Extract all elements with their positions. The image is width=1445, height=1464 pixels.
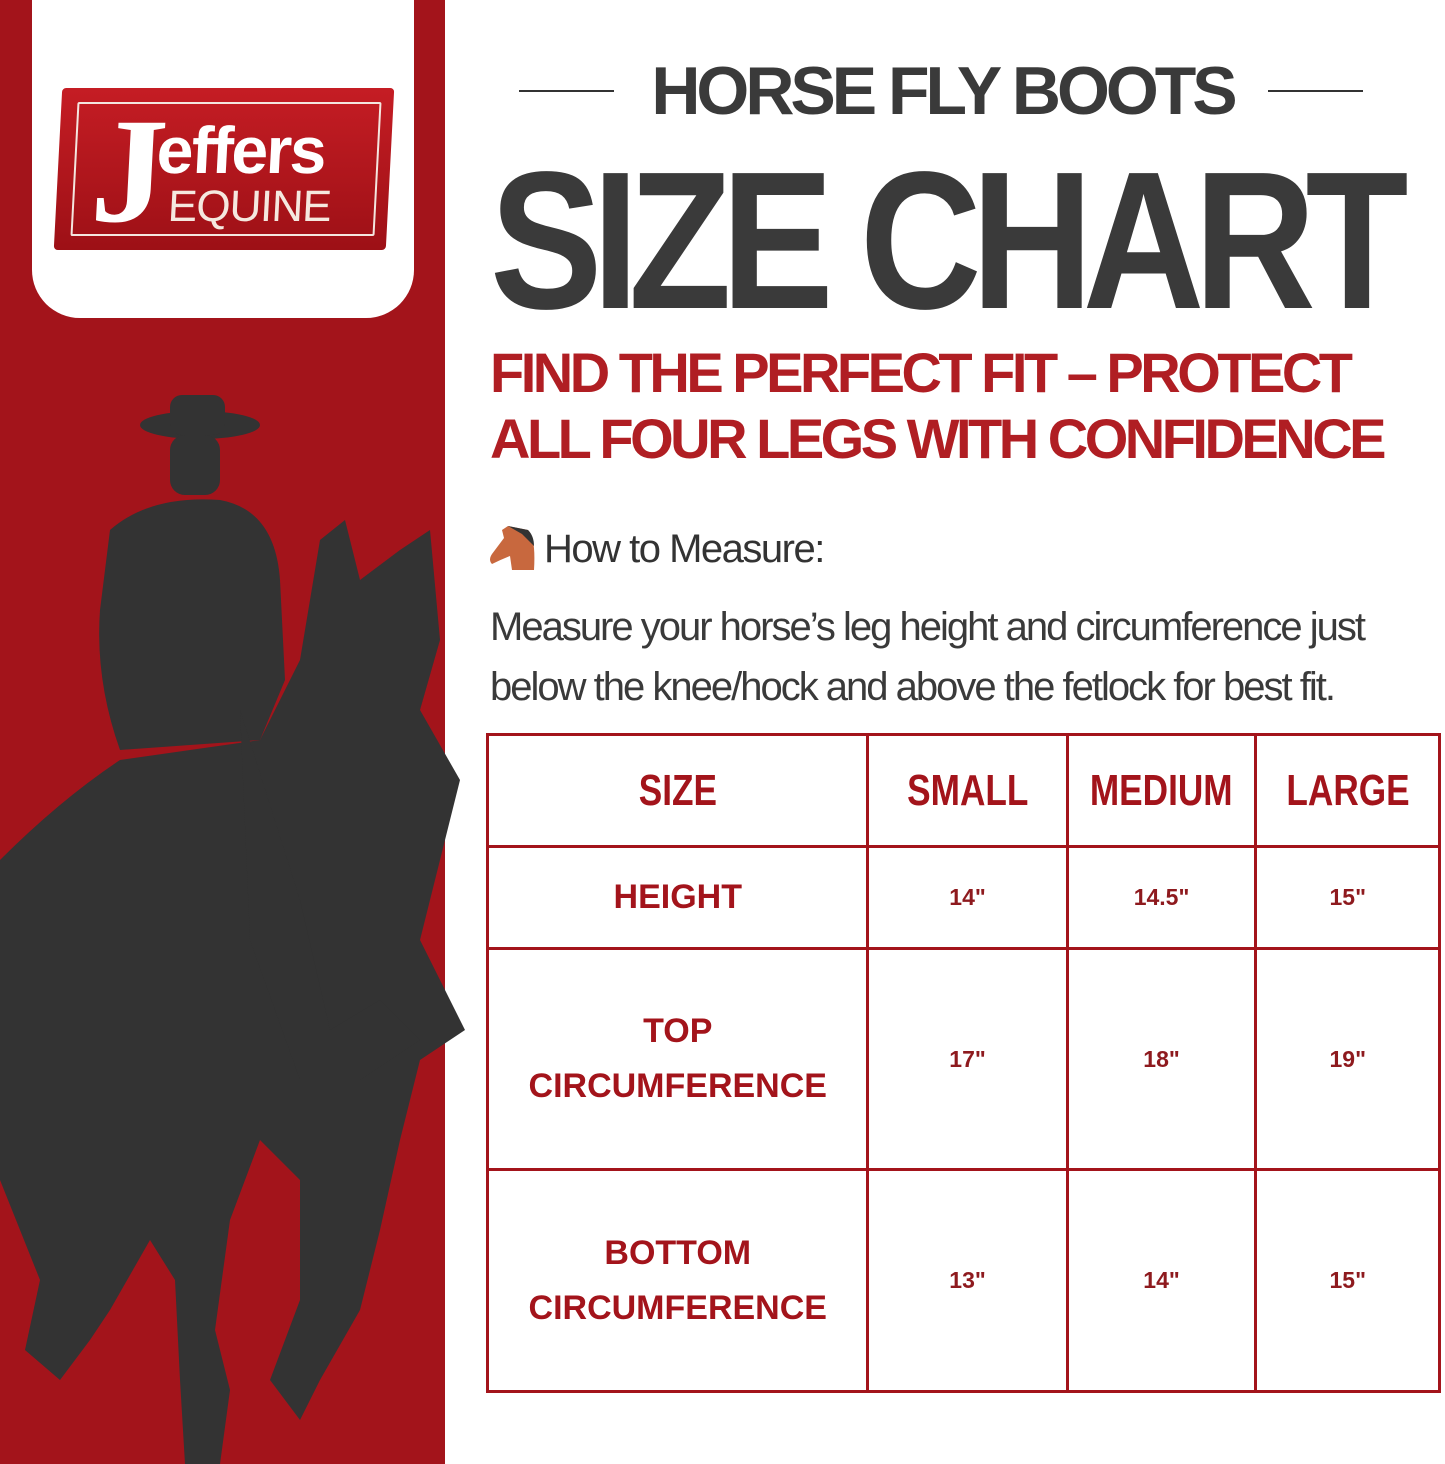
- how-to-measure-heading: How to Measure:: [488, 524, 825, 574]
- logo-card: J effers EQUINE: [32, 0, 414, 318]
- row-label: BOTTOM: [604, 1233, 752, 1272]
- row-label: CIRCUMFERENCE: [528, 1067, 827, 1105]
- header-large: LARGE: [1286, 765, 1410, 815]
- side-panel: J effers EQUINE: [0, 0, 465, 1464]
- header-small: SMALL: [906, 765, 1029, 815]
- table-row: HEIGHT 14" 14.5" 15": [485, 845, 1441, 950]
- logo-subtext: EQUINE: [166, 182, 333, 231]
- subtitle: FIND THE PERFECT FIT – PROTECT ALL FOUR …: [490, 341, 1387, 470]
- horse-head-icon: [490, 526, 535, 570]
- header-medium: MEDIUM: [1090, 765, 1233, 815]
- table-cell: 18": [1065, 947, 1258, 1171]
- table-cell: 19": [1254, 947, 1441, 1171]
- table-cell: 15": [1254, 845, 1441, 950]
- table-cell: 15": [1254, 1168, 1441, 1393]
- table-cell: 17": [866, 947, 1069, 1171]
- table-row: TOP CIRCUMFERENCE 17" 18" 19": [485, 947, 1441, 1171]
- product-title: HORSE FLY BOOTS: [651, 53, 1237, 129]
- size-table: SIZE SMALL MEDIUM LARGE HEIGHT 14" 14.5"…: [485, 733, 1441, 1393]
- measure-instructions: Measure your horse’s leg height and circ…: [490, 605, 1366, 709]
- horse-rider-silhouette: [0, 395, 465, 1464]
- row-label: HEIGHT: [613, 878, 742, 916]
- table-cell: 14": [866, 845, 1069, 950]
- table-header-row: SIZE SMALL MEDIUM LARGE: [485, 733, 1441, 848]
- row-label: TOP: [643, 1012, 713, 1050]
- title-rule-left: [519, 90, 614, 92]
- title-rule-right: [1268, 90, 1363, 92]
- table-cell: 14.5": [1065, 845, 1258, 950]
- table-cell: 13": [866, 1168, 1069, 1393]
- brand-logo: J effers EQUINE: [53, 88, 395, 254]
- table-cell: 14": [1065, 1168, 1258, 1393]
- table-row: BOTTOM CIRCUMFERENCE 13" 14" 15": [485, 1168, 1441, 1393]
- how-to-measure-label: How to Measure:: [544, 526, 825, 571]
- page-title: SIZE CHART: [490, 131, 1408, 350]
- header-size: SIZE: [638, 765, 717, 815]
- row-label: CIRCUMFERENCE: [528, 1288, 827, 1327]
